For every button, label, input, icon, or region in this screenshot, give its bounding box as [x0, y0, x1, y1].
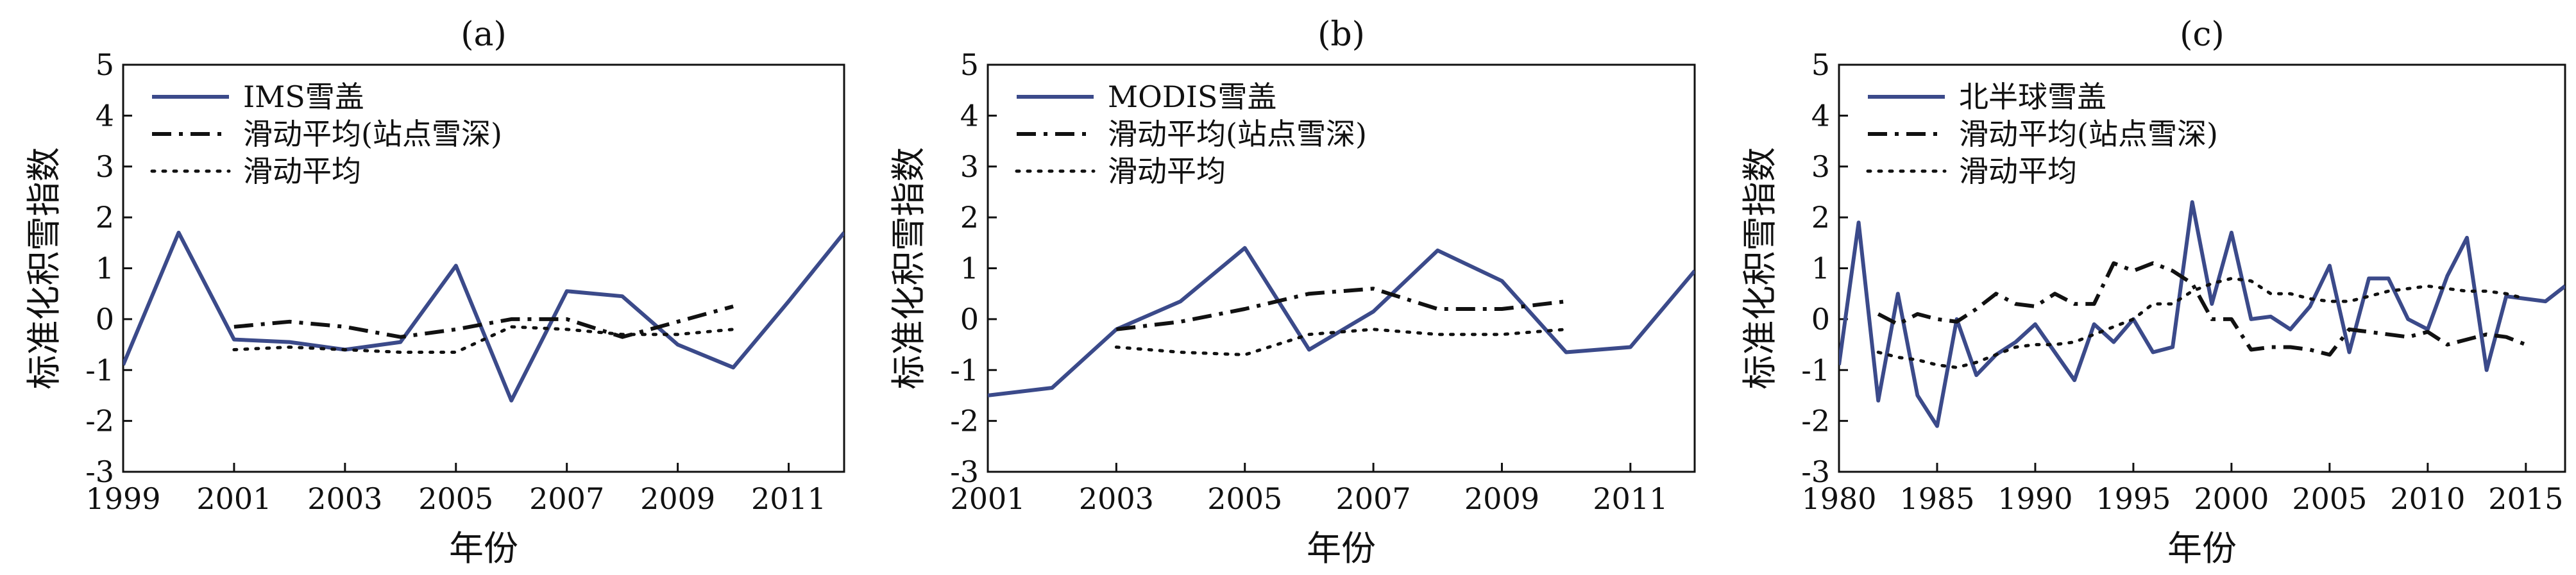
- y-tick-label: 2: [1811, 200, 1830, 235]
- y-tick-label: -1: [950, 353, 979, 387]
- y-tick-label: 4: [1811, 98, 1830, 133]
- y-tick-label: 1: [1811, 251, 1830, 286]
- panel-label: (a): [461, 15, 507, 54]
- series-line-2: [232, 325, 735, 354]
- x-tick-label: 2001: [196, 481, 271, 516]
- chart-panel-0: (a) -3 -2 -1 0 1 2 3 4 5 1999 2001 2003 2005 2007 2009 2…: [24, 15, 845, 569]
- x-tick-label: 2009: [1464, 481, 1539, 516]
- x-tick-label: 2005: [418, 481, 493, 516]
- y-tick-label: 0: [1811, 302, 1830, 337]
- x-tick-label: 2007: [1336, 481, 1411, 516]
- series-line-1: [1116, 287, 1566, 331]
- legend-label-2: 滑动平均: [243, 154, 361, 188]
- series-line-1: [233, 304, 734, 339]
- x-tick-label: 2005: [1207, 481, 1282, 516]
- x-tick-label: 2009: [640, 481, 715, 516]
- x-tick-label: 2015: [2488, 481, 2563, 516]
- y-tick-label: 1: [960, 251, 979, 286]
- x-axis-title: 年份: [2167, 528, 2237, 569]
- x-tick-label: 2010: [2390, 481, 2465, 516]
- y-tick-label: 3: [1811, 149, 1830, 184]
- x-tick-label: 1995: [2096, 481, 2171, 516]
- y-tick-label: 3: [960, 149, 979, 184]
- legend-label-2: 滑动平均: [1108, 154, 1226, 188]
- x-tick-label: 1985: [1899, 481, 1974, 516]
- y-axis-title: 标准化积雪指数: [1740, 147, 1780, 390]
- y-tick-label: -2: [950, 404, 979, 438]
- x-tick-label: 1999: [85, 481, 160, 516]
- y-tick-label: 0: [960, 302, 979, 337]
- legend-label-2: 滑动平均: [1959, 154, 2077, 188]
- x-tick-label: 1980: [1801, 481, 1876, 516]
- y-tick-label: 5: [960, 47, 979, 82]
- y-tick-label: -3: [1801, 454, 1830, 489]
- x-axis-title: 年份: [1307, 528, 1376, 569]
- x-axis-title: 年份: [449, 528, 518, 569]
- series-line-0: [988, 246, 1695, 397]
- x-tick-label: 2007: [529, 481, 604, 516]
- x-tick-label: 2005: [2292, 481, 2367, 516]
- y-tick-label: -1: [1801, 353, 1830, 387]
- y-axis-title: 标准化积雪指数: [888, 147, 929, 390]
- y-tick-label: 4: [96, 98, 114, 133]
- x-tick-label: 2003: [1079, 481, 1154, 516]
- x-tick-label: 2003: [307, 481, 382, 516]
- y-tick-label: -3: [85, 454, 114, 489]
- series-line-1: [1877, 261, 2527, 357]
- panel-label: (b): [1318, 15, 1365, 54]
- y-tick-label: 5: [1811, 47, 1830, 82]
- legend-label-0: 北半球雪盖: [1959, 79, 2106, 114]
- series-line-2: [1114, 328, 1568, 356]
- legend-label-1: 滑动平均(站点雪深): [1959, 117, 2218, 151]
- x-tick-label: 2001: [950, 481, 1025, 516]
- chart-panel-2: (c) -3 -2 -1 0 1 2 3 4 5 1980 1985 1990 1995 2000 2005 2…: [1740, 15, 2566, 569]
- y-tick-label: -3: [950, 454, 979, 489]
- panel-label: (c): [2180, 15, 2224, 54]
- series-line-0: [1839, 200, 2565, 428]
- series-line-0: [123, 230, 844, 403]
- x-tick-label: 2000: [2194, 481, 2269, 516]
- y-tick-label: -1: [85, 353, 114, 387]
- legend-label-0: IMS雪盖: [243, 79, 364, 114]
- y-tick-label: 3: [96, 149, 114, 184]
- y-tick-label: 0: [96, 302, 114, 337]
- x-tick-label: 2011: [1593, 481, 1668, 516]
- chart-panel-1: (b) -3 -2 -1 0 1 2 3 4 5 2001 2003 2005 2007 2009 2011 年…: [888, 15, 1696, 569]
- y-tick-label: 2: [960, 200, 979, 235]
- legend-label-0: MODIS雪盖: [1108, 79, 1276, 114]
- y-axis-title: 标准化积雪指数: [24, 147, 64, 390]
- y-tick-label: 1: [96, 251, 114, 286]
- legend-label-1: 滑动平均(站点雪深): [1108, 117, 1367, 151]
- y-tick-label: 4: [960, 98, 979, 133]
- y-tick-label: -2: [85, 404, 114, 438]
- y-tick-label: 5: [96, 47, 114, 82]
- legend-label-1: 滑动平均(站点雪深): [243, 117, 502, 151]
- y-tick-label: 2: [96, 200, 114, 235]
- series-line-2: [1876, 276, 2528, 369]
- y-tick-label: -2: [1801, 404, 1830, 438]
- x-tick-label: 2011: [751, 481, 826, 516]
- x-tick-label: 1990: [1997, 481, 2072, 516]
